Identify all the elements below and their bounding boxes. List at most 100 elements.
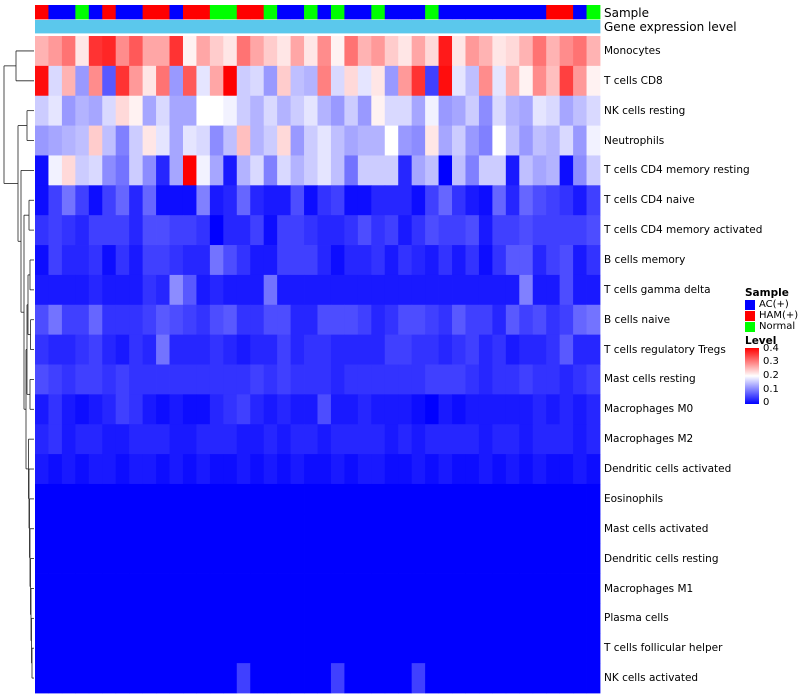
heatmap-cell — [182, 364, 197, 395]
sample-annotation-cell — [209, 5, 224, 20]
heatmap-cell — [438, 454, 453, 485]
heatmap-cell — [573, 633, 587, 664]
heatmap-cell — [478, 334, 493, 365]
heatmap-cell — [384, 483, 399, 515]
heatmap-cell — [357, 364, 372, 395]
heatmap-cell — [411, 274, 426, 306]
heatmap-cell — [559, 304, 574, 336]
sample-annotation-cell — [61, 5, 76, 20]
heatmap-cell — [196, 185, 211, 216]
sample-annotation-cell — [142, 5, 157, 20]
heatmap-cell — [263, 36, 278, 67]
heatmap-cell — [156, 215, 170, 246]
heatmap-cell — [465, 364, 480, 395]
heatmap-cell — [223, 185, 238, 216]
heatmap-cell — [573, 95, 587, 126]
heatmap-cell — [546, 364, 561, 395]
heatmap-cell — [75, 633, 90, 664]
heatmap-cell — [452, 304, 466, 336]
heatmap-cell — [129, 334, 144, 365]
heatmap-cell — [438, 274, 453, 306]
heatmap-cell — [532, 215, 547, 246]
heatmap-cell — [344, 424, 359, 455]
heatmap-cell — [35, 573, 49, 604]
heatmap-cell — [61, 65, 76, 97]
heatmap-cell — [35, 334, 49, 365]
heatmap-cell — [573, 125, 587, 156]
heatmap-cell — [546, 245, 561, 276]
heatmap-cell — [398, 364, 413, 395]
heatmap-cell — [196, 245, 211, 276]
row-label: T cells CD4 naive — [604, 194, 695, 207]
heatmap-cell — [357, 603, 372, 634]
heatmap-cell — [142, 424, 157, 455]
heatmap-cell — [61, 513, 76, 545]
heatmap-cell — [169, 663, 184, 694]
heatmap-cell — [492, 215, 507, 246]
heatmap-cell — [35, 364, 49, 395]
heatmap-cell — [290, 364, 305, 395]
heatmap-cell — [505, 454, 520, 485]
heatmap-cell — [330, 663, 345, 694]
heatmap-cell — [573, 274, 587, 306]
heatmap-cell — [465, 185, 480, 216]
heatmap-cell — [371, 155, 386, 186]
heatmap-cell — [196, 95, 211, 126]
heatmap-cell — [384, 274, 399, 306]
heatmap-cell — [48, 483, 63, 515]
sample-annotation-cell — [465, 5, 480, 20]
heatmap-cell — [519, 364, 534, 395]
heatmap-cell — [371, 543, 386, 574]
heatmap-cell — [438, 215, 453, 246]
heatmap-cell — [35, 185, 49, 216]
heatmap-cell — [411, 95, 426, 126]
heatmap-cell — [290, 65, 305, 97]
heatmap-cell — [559, 125, 574, 156]
heatmap-cell — [398, 215, 413, 246]
heatmap-cell — [142, 603, 157, 634]
heatmap-cell — [546, 633, 561, 664]
heatmap-cell — [398, 274, 413, 306]
heatmap-cell — [519, 394, 534, 425]
heatmap-cell — [317, 454, 332, 485]
legend-item: Normal — [745, 321, 798, 332]
heatmap-cell — [129, 513, 144, 545]
sample-annotation-cell — [384, 5, 399, 20]
heatmap-cell — [223, 274, 238, 306]
heatmap-cell — [142, 125, 157, 156]
heatmap-cell — [35, 483, 49, 515]
heatmap-cell — [546, 65, 561, 97]
heatmap-cell — [425, 633, 439, 664]
heatmap-cell — [182, 245, 197, 276]
heatmap-cell — [75, 454, 90, 485]
heatmap-cell — [290, 95, 305, 126]
heatmap-cell — [102, 304, 117, 336]
heatmap-cell — [317, 394, 332, 425]
heatmap-cell — [156, 245, 170, 276]
heatmap-cell — [532, 513, 547, 545]
row-label: T cells CD4 memory activated — [604, 224, 763, 237]
heatmap-cell — [75, 573, 90, 604]
heatmap-cell — [573, 603, 587, 634]
heatmap-cell — [115, 364, 130, 395]
heatmap-cell — [573, 543, 587, 574]
heatmap-cell — [357, 513, 372, 545]
heatmap-cell — [156, 454, 170, 485]
heatmap-cell — [102, 454, 117, 485]
heatmap-cell — [425, 334, 439, 365]
heatmap-cell — [411, 125, 426, 156]
heatmap-cell — [357, 334, 372, 365]
gene-expression-bar — [35, 20, 601, 34]
heatmap-cell — [142, 543, 157, 574]
heatmap-cell — [75, 245, 90, 276]
heatmap-cell — [236, 245, 251, 276]
heatmap-cell — [75, 125, 90, 156]
heatmap-cell — [586, 454, 601, 485]
heatmap-cell — [384, 334, 399, 365]
heatmap-cell — [559, 364, 574, 395]
heatmap-cell — [263, 633, 278, 664]
heatmap-cell — [209, 215, 224, 246]
heatmap-cell — [425, 573, 439, 604]
heatmap-cell — [182, 36, 197, 67]
heatmap-cell — [290, 245, 305, 276]
